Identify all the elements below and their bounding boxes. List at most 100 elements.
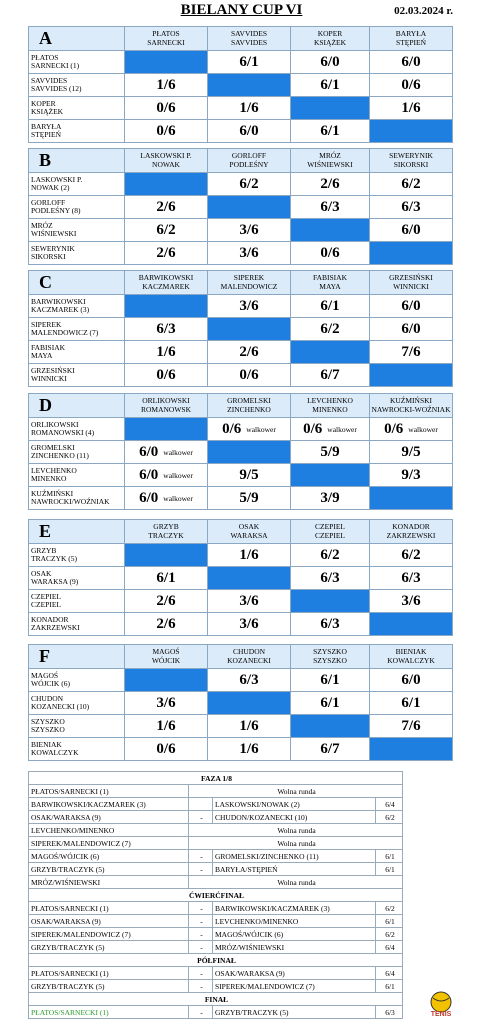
score: 6/2: [369, 172, 453, 196]
score: 0/6: [384, 420, 404, 437]
match-score: 6/1: [375, 914, 403, 928]
score: 9/5: [369, 440, 453, 464]
diagonal-cell: [124, 172, 208, 196]
diagonal-cell: [124, 668, 208, 692]
player-right: GROMELSKI/ZINCHENKO (11): [212, 849, 376, 863]
diagonal-cell: [290, 463, 370, 487]
score: 6/7: [290, 363, 370, 387]
score: 0/6: [124, 363, 208, 387]
column-header: CHUDON KOZANECKI: [207, 644, 291, 669]
separator: -: [188, 862, 213, 876]
player-left: PŁATOS/SARNECKI (1): [28, 901, 189, 915]
column-header: KUŹMIŃSKI NAWROCKI-WOŹNIAK: [369, 393, 453, 418]
logo: TENIS: [430, 991, 452, 1018]
player-right: BARYŁA/STĘPIEŃ: [212, 862, 376, 876]
score-cell: 6/0 walkower: [124, 463, 208, 487]
match-score: 6/2: [375, 810, 403, 824]
score-note: walkower: [327, 424, 357, 434]
column-header: GORLOFF PODLEŚNY: [207, 148, 291, 173]
column-header: BARYŁA STĘPIEŃ: [369, 26, 453, 51]
column-header: MAGOŚ WÓJCIK: [124, 644, 208, 669]
group-name: D: [28, 393, 125, 418]
score: 0/6: [124, 119, 208, 143]
player-left: LEVCHENKO/MINENKO: [28, 823, 189, 837]
score: 6/0: [369, 668, 453, 692]
score: 6/2: [290, 317, 370, 341]
score-note: walkower: [408, 424, 438, 434]
score-cell: 6/0 walkower: [124, 486, 208, 510]
player-left: PŁATOS/SARNECKI (1): [28, 966, 189, 980]
score: 2/6: [124, 612, 208, 636]
player-left: GRZYB/TRACZYK (5): [28, 979, 189, 993]
score: 6/0: [207, 119, 291, 143]
score: 6/3: [124, 317, 208, 341]
score: 0/6: [369, 73, 453, 97]
score: 1/6: [207, 543, 291, 567]
row-label: CHUDON KOZANECKI (10): [28, 691, 125, 715]
row-label: GORLOFF PODLEŚNY (8): [28, 195, 125, 219]
row-label: MRÓZ WIŚNIEWSKI: [28, 218, 125, 242]
match-score: 6/4: [375, 966, 403, 980]
match-score: 6/1: [375, 862, 403, 876]
score: 7/6: [369, 714, 453, 738]
group-name: C: [28, 270, 125, 295]
column-header: SIPEREK MALENDOWICZ: [207, 270, 291, 295]
row-label: KONADOR ZAKRZEWSKI: [28, 612, 125, 636]
column-header: SAVVIDES SAVVIDES: [207, 26, 291, 51]
row-label: BARYŁA STĘPIEŃ: [28, 119, 125, 143]
row-label: LASKOWSKI P. NOWAK (2): [28, 172, 125, 196]
match-score: 6/3: [375, 1005, 403, 1019]
row-label: GROMELSKI ZINCHENKO (11): [28, 440, 125, 464]
score: 2/6: [124, 589, 208, 613]
column-header: KOPER KSIĄŻEK: [290, 26, 370, 51]
score-note: walkower: [163, 470, 193, 480]
score: 3/6: [369, 589, 453, 613]
score: 6/0: [290, 50, 370, 74]
score: 5/9: [207, 486, 291, 510]
diagonal-cell: [369, 119, 453, 143]
column-header: LEVCHENKO MINENKO: [290, 393, 370, 418]
diagonal-cell: [290, 96, 370, 120]
walkover-note: Wolna runda: [188, 836, 403, 850]
separator: -: [188, 940, 213, 954]
score: 6/1: [369, 691, 453, 715]
score: 6/3: [290, 195, 370, 219]
diagonal-cell: [124, 417, 208, 441]
logo-seam: [432, 997, 450, 1002]
player-left: PŁATOS/SARNECKI (1): [28, 1005, 189, 1019]
match-score: 6/1: [375, 849, 403, 863]
score: 6/1: [290, 691, 370, 715]
score: 6/2: [290, 543, 370, 567]
score-cell: 0/6 walkower: [369, 417, 453, 441]
match-score: 6/1: [375, 979, 403, 993]
score: 1/6: [207, 96, 291, 120]
score-note: walkower: [163, 447, 193, 457]
separator: -: [188, 966, 213, 980]
score: 3/6: [124, 691, 208, 715]
diagonal-cell: [207, 691, 291, 715]
player-left: MRÓZ/WIŚNIEWSKI: [28, 875, 189, 889]
diagonal-cell: [369, 363, 453, 387]
logo-text: TENIS: [431, 1011, 452, 1018]
score-cell: 0/6 walkower: [290, 417, 370, 441]
group-name: B: [28, 148, 125, 173]
score: 6/1: [124, 566, 208, 590]
score: 6/0: [369, 317, 453, 341]
score: 1/6: [207, 737, 291, 761]
score-cell: 6/0 walkower: [124, 440, 208, 464]
player-right: LASKOWSKI/NOWAK (2): [212, 797, 376, 811]
score: 0/6: [207, 363, 291, 387]
score: 6/1: [207, 50, 291, 74]
row-label: OSAK WARAKSA (9): [28, 566, 125, 590]
row-label: KOPER KSIĄŻEK: [28, 96, 125, 120]
player-left: BARWIKOWSKI/KACZMAREK (3): [28, 797, 189, 811]
row-label: BARWIKOWSKI KACZMAREK (3): [28, 294, 125, 318]
diagonal-cell: [290, 218, 370, 242]
score: 3/6: [207, 294, 291, 318]
score: 1/6: [207, 714, 291, 738]
separator: -: [188, 849, 213, 863]
score: 5/9: [290, 440, 370, 464]
column-header: GRZYB TRACZYK: [124, 519, 208, 544]
score: 2/6: [207, 340, 291, 364]
